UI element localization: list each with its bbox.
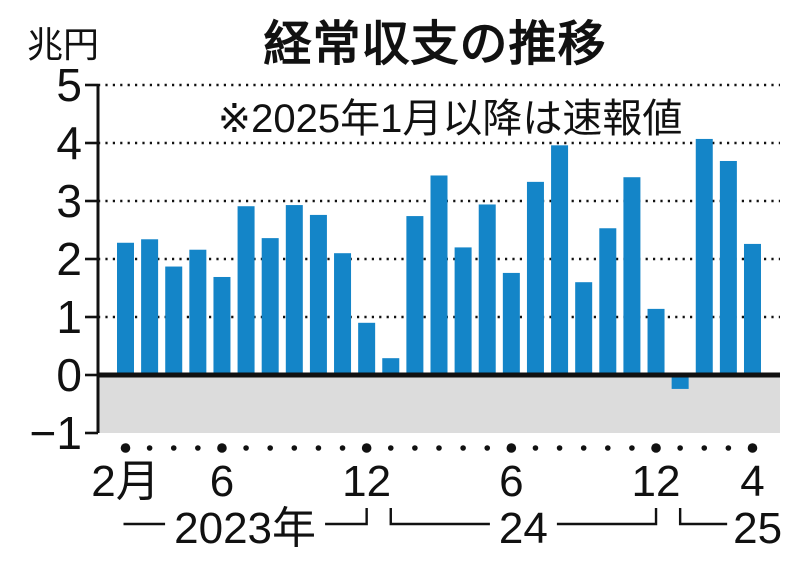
bar-2025-03 [719, 160, 737, 375]
plot-area: 5 4 3 2 1 0 −12月 6 12 6 12 4 2023年 24 25 [30, 59, 783, 553]
month-dot-2024-03 [436, 445, 442, 451]
bar-2024-02 [406, 216, 424, 375]
month-dot-2024-07 [532, 445, 539, 451]
month-dot-2023-11 [339, 445, 346, 451]
y-tick-label-4: 4 [56, 117, 82, 169]
month-dot-2023-10 [315, 445, 322, 451]
month-dot-2025-01 [677, 445, 683, 451]
bar-2023-04 [165, 266, 183, 375]
bar-2023-05 [189, 249, 207, 375]
year-bracket-25 [678, 508, 728, 526]
year-label-24: 24 [499, 504, 548, 553]
month-dot-2024-09 [580, 445, 587, 451]
year-bracket-24 [389, 508, 658, 526]
month-dot-2024-05 [484, 445, 491, 451]
chart-title: 経常収支の推移 [263, 18, 606, 71]
month-dot-2025-03 [725, 445, 732, 451]
bar-2024-04 [454, 247, 472, 375]
bar-2023-06 [213, 276, 231, 375]
bar-2024-05 [478, 204, 496, 375]
bar-2024-07 [526, 181, 544, 375]
bar-2023-12 [358, 322, 376, 375]
bar-2024-08 [551, 145, 569, 375]
bar-2024-01 [382, 358, 400, 375]
month-label-2025-04: 4 [740, 457, 764, 506]
major-month-dot-2025-04 [747, 443, 758, 453]
y-tick-label-5: 5 [56, 59, 82, 111]
month-dot-2023-08 [267, 445, 273, 451]
major-month-dot-2023-02 [120, 443, 131, 453]
major-month-dot-2023-06 [217, 443, 227, 453]
bar-2023-08 [261, 238, 279, 375]
y-tick-label--1: −1 [30, 407, 82, 459]
y-tick-label-3: 3 [56, 175, 82, 227]
month-label-2024-06: 6 [499, 457, 523, 506]
major-month-dot-2024-06 [506, 443, 517, 453]
y-axis-unit-label: 兆円 [27, 24, 99, 65]
negative-region-band [99, 375, 780, 433]
y-tick-label-0: 0 [56, 349, 82, 401]
month-dot-2024-08 [556, 445, 563, 451]
major-month-dot-2024-12 [651, 443, 661, 453]
preliminary-figures-note: ※2025年1月以降は速報値 [218, 97, 683, 141]
bar-2024-03 [430, 175, 448, 375]
bar-2025-02 [695, 138, 713, 375]
bar-2025-01 [671, 375, 689, 389]
bar-2023-10 [309, 214, 327, 375]
year-label-25: 25 [733, 504, 782, 553]
month-label-2023-02: 2月 [91, 457, 159, 506]
bar-2023-07 [237, 206, 255, 375]
year-bracket-2023年 [123, 508, 368, 526]
month-dot-2024-02 [412, 445, 418, 451]
month-dot-2023-03 [146, 445, 153, 451]
bar-2024-09 [575, 282, 593, 375]
month-dot-2024-11 [629, 445, 635, 451]
year-label-2023年: 2023年 [174, 504, 316, 553]
major-month-dot-2023-12 [361, 443, 372, 453]
bar-2023-09 [285, 205, 303, 375]
y-tick-label-2: 2 [56, 233, 82, 285]
month-label-2023-12: 12 [342, 457, 391, 506]
bar-2024-10 [599, 228, 617, 375]
y-tick-label-1: 1 [56, 291, 82, 343]
bar-2023-02 [117, 242, 134, 375]
month-label-2023-06: 6 [210, 457, 234, 506]
bar-2025-04 [743, 243, 761, 375]
bar-2024-11 [623, 177, 641, 375]
month-dot-2023-09 [291, 445, 298, 451]
month-label-2024-12: 12 [632, 457, 681, 506]
bar-2024-06 [502, 272, 520, 375]
month-dot-2023-04 [170, 445, 177, 451]
month-dot-2024-04 [460, 445, 466, 451]
month-dot-2024-01 [387, 445, 394, 451]
bar-2023-11 [334, 253, 352, 375]
month-dot-2024-10 [605, 445, 611, 451]
month-dot-2025-02 [701, 445, 708, 451]
month-dot-2023-07 [243, 445, 249, 451]
month-dot-2023-05 [195, 445, 201, 451]
bar-2023-03 [141, 239, 159, 375]
bar-2024-12 [647, 308, 665, 375]
